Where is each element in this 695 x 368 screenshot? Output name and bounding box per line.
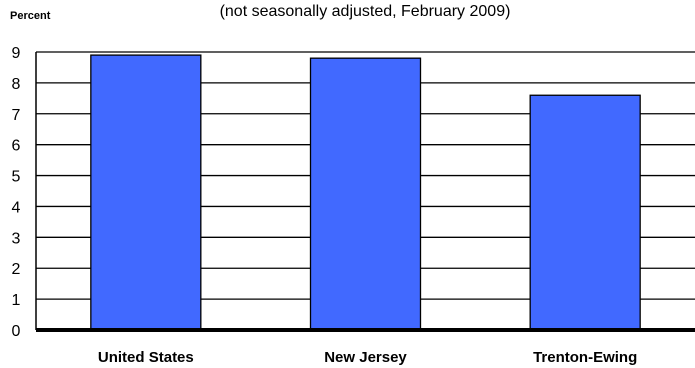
x-tick-label: United States (98, 349, 194, 366)
bar (90, 54, 202, 331)
bars (90, 54, 641, 331)
y-tick-label: 5 (12, 169, 21, 186)
bar (529, 94, 641, 331)
bar (309, 57, 422, 331)
chart-subtitle: (not seasonally adjusted, February 2009) (220, 3, 511, 20)
y-tick-label: 0 (12, 323, 21, 340)
x-tick-label: New Jersey (324, 349, 407, 366)
y-tick-label: 4 (12, 199, 21, 216)
y-tick-label: 9 (12, 45, 21, 62)
x-tick-label: Trenton-Ewing (533, 349, 637, 366)
y-tick-label: 1 (12, 292, 21, 309)
y-tick-label: 2 (12, 261, 21, 278)
axes (35, 52, 695, 332)
x-tick-labels: United States New Jersey Trenton-Ewing (98, 349, 637, 366)
y-tick-label: 7 (12, 107, 21, 124)
y-tick-label: 3 (12, 230, 21, 247)
y-tick-label: 6 (12, 138, 21, 155)
y-axis-title: Percent (10, 10, 51, 22)
y-tick-labels: 0 1 2 3 4 5 6 7 8 9 (12, 45, 21, 340)
y-tick-label: 8 (12, 76, 21, 93)
